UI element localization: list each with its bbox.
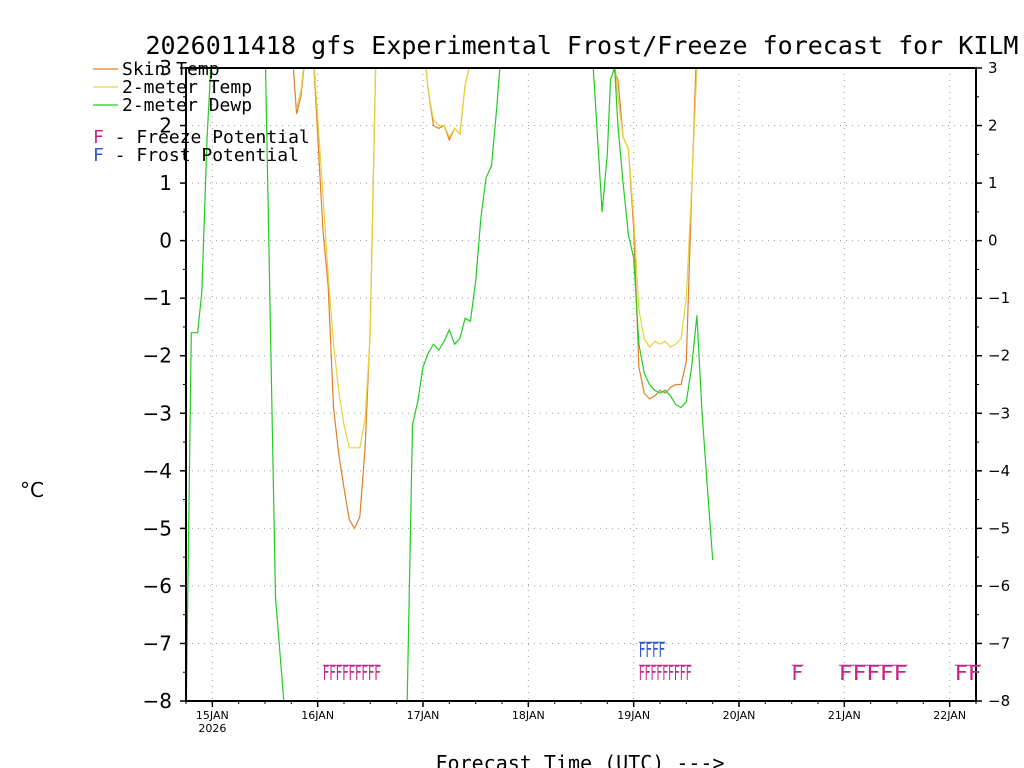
x-tick-label: 19JAN xyxy=(617,709,650,722)
x-tick-label: 15JAN xyxy=(196,709,229,722)
y-tick-label: −4 xyxy=(143,459,172,483)
plot-frame xyxy=(185,67,977,702)
x-tick-label: 20JAN xyxy=(723,709,756,722)
y-axis-right: 3 2 1 0 −1 −2 −3 −4 −5 −6 −7 −8 xyxy=(976,59,1010,710)
y-tick-label: −1 xyxy=(143,286,172,310)
y-tick-label: −3 xyxy=(143,401,172,425)
y-tick-label-right: −4 xyxy=(988,462,1010,480)
x-tick-sublabel: 2026 xyxy=(198,722,226,735)
x-tick-label: 16JAN xyxy=(301,709,334,722)
x-tick-label: 22JAN xyxy=(933,709,966,722)
y-tick-label: 0 xyxy=(159,229,172,253)
series-line-skin-temp xyxy=(292,68,697,530)
grid-lines xyxy=(186,68,976,701)
y-tick-label-right: −5 xyxy=(988,519,1010,537)
y-tick-label: −5 xyxy=(143,516,172,540)
y-tick-label-right: 0 xyxy=(988,232,998,250)
y-tick-label-right: 3 xyxy=(988,59,998,77)
freeze-mark: F xyxy=(792,661,804,685)
y-tick-label: −2 xyxy=(143,344,172,368)
y-tick-label: 3 xyxy=(159,56,172,80)
x-tick-label: 21JAN xyxy=(828,709,861,722)
y-tick-label-right: 1 xyxy=(988,174,998,192)
chart-title: 2026011418 gfs Experimental Frost/Freeze… xyxy=(146,31,1019,60)
y-tick-label: 2 xyxy=(159,114,172,138)
x-tick-label: 18JAN xyxy=(512,709,545,722)
legend-label: 2-meter Temp xyxy=(122,77,252,98)
y-axis-left: 3 2 1 0 −1 −2 −3 −4 −5 −6 −7 −8 xyxy=(143,56,186,713)
y-tick-label-right: −1 xyxy=(988,289,1010,307)
y-tick-label: −8 xyxy=(143,689,172,713)
y-tick-label-right: −3 xyxy=(988,404,1010,422)
series-lines xyxy=(186,68,714,701)
y-tick-label-right: −7 xyxy=(988,634,1010,652)
legend-label: 2-meter Dewp xyxy=(122,95,252,116)
x-tick-label: 17JAN xyxy=(407,709,440,722)
y-tick-label-right: −6 xyxy=(988,577,1010,595)
y-axis-label: °C xyxy=(20,478,44,502)
potential-legend-item: F - Freeze Potential xyxy=(93,127,310,148)
potential-legend-item: F - Frost Potential xyxy=(93,145,299,166)
y-tick-label: −7 xyxy=(143,631,172,655)
y-tick-label: 1 xyxy=(159,171,172,195)
x-axis-label: Forecast Time (UTC) ---> xyxy=(436,751,725,768)
y-tick-label-right: −8 xyxy=(988,692,1010,710)
legend-label: Skin Temp xyxy=(122,59,220,80)
y-tick-label-right: 2 xyxy=(988,117,998,135)
series-line-2-meter-temp xyxy=(296,68,698,449)
series-line-2-meter-dewp xyxy=(186,68,714,701)
y-tick-label-right: −2 xyxy=(988,347,1010,365)
y-tick-label: −6 xyxy=(143,574,172,598)
